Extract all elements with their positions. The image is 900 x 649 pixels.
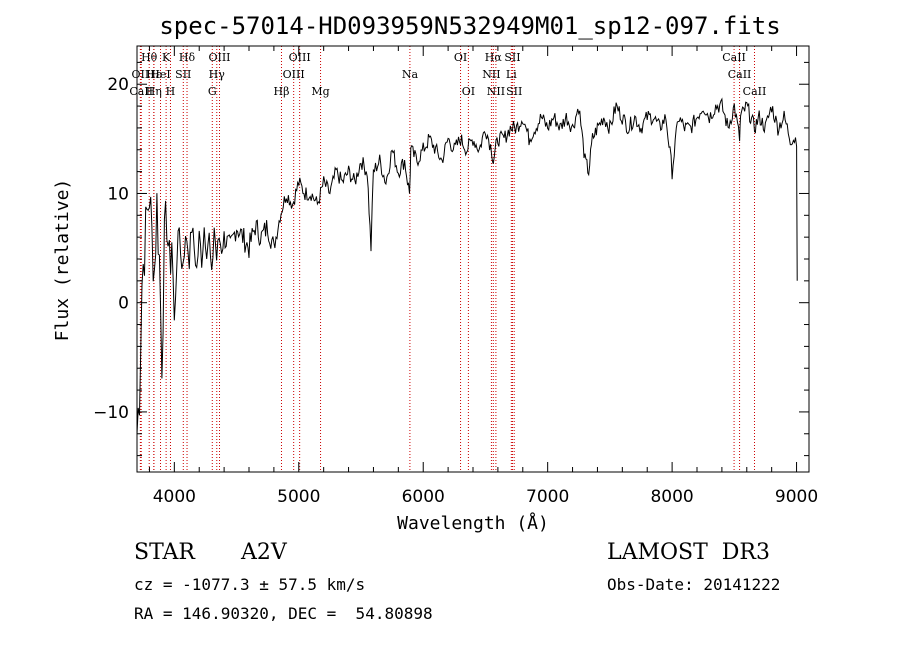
plot-frame (136, 45, 810, 473)
line-label: Mg (311, 85, 329, 98)
object-class: STAR (134, 540, 195, 565)
x-axis: 4000 5000 6000 7000 8000 9000 (148, 46, 818, 507)
x-tick-label: 4000 (153, 487, 196, 507)
y-tick-label: −10 (93, 403, 129, 423)
line-label: Hδ (179, 51, 196, 64)
spectral-line-markers (139, 46, 755, 472)
line-label: NII (482, 68, 500, 81)
x-tick-label: 8000 (650, 487, 693, 507)
line-label: OIII (208, 51, 230, 64)
ra-dec: RA = 146.90320, DEC = 54.80898 (134, 604, 433, 623)
line-label: SII (175, 68, 191, 81)
line-label: K (162, 51, 171, 64)
line-label: Hγ (209, 68, 226, 81)
line-label: Li (506, 68, 517, 81)
line-label: OIII (283, 68, 305, 81)
x-tick-label: 5000 (277, 487, 320, 507)
line-label: Hη (146, 85, 162, 98)
line-label: NII (487, 85, 505, 98)
survey-name: LAMOST DR3 (607, 540, 770, 565)
object-subclass: A2V (241, 540, 287, 565)
chart-title: spec-57014-HD093959N532949M01_sp12-097.f… (159, 12, 780, 40)
y-tick-label: 0 (118, 294, 129, 314)
line-label: OI (462, 85, 475, 98)
line-label: HeI (150, 68, 170, 81)
line-label: CaII (722, 51, 746, 64)
line-label: CaII (129, 85, 153, 98)
line-label: OI (454, 51, 467, 64)
spectrum-line (136, 97, 798, 435)
line-label: CaII (728, 68, 752, 81)
redshift-cz: cz = -1077.3 ± 57.5 km/s (134, 575, 366, 594)
y-tick-label: 20 (107, 75, 129, 95)
line-label: Na (402, 68, 419, 81)
line-label: Hε (146, 68, 162, 81)
line-label: G (208, 85, 217, 98)
spectral-line-labels: Hθ OII CaII Hε Hη K HeI H SII Hδ OIII Hγ G Hβ OIII OIII… (129, 51, 766, 98)
x-tick-label: 9000 (775, 487, 818, 507)
line-label: OIII (289, 51, 311, 64)
line-label: SII (504, 51, 520, 64)
y-axis: −10 0 10 20 (93, 61, 809, 457)
line-label: CaII (743, 85, 767, 98)
line-label: Hα (485, 51, 503, 64)
line-label: H (166, 85, 176, 98)
x-axis-label: Wavelength (Å) (397, 512, 549, 534)
line-label: Hθ (141, 51, 158, 64)
y-tick-label: 10 (107, 184, 129, 204)
y-axis-label: Flux (relative) (52, 179, 73, 342)
x-tick-label: 6000 (402, 487, 445, 507)
line-label: OII (132, 68, 150, 81)
line-label: Hβ (274, 85, 290, 98)
line-label: SII (506, 85, 522, 98)
obs-date: Obs-Date: 20141222 (607, 575, 781, 594)
x-tick-label: 7000 (526, 487, 569, 507)
